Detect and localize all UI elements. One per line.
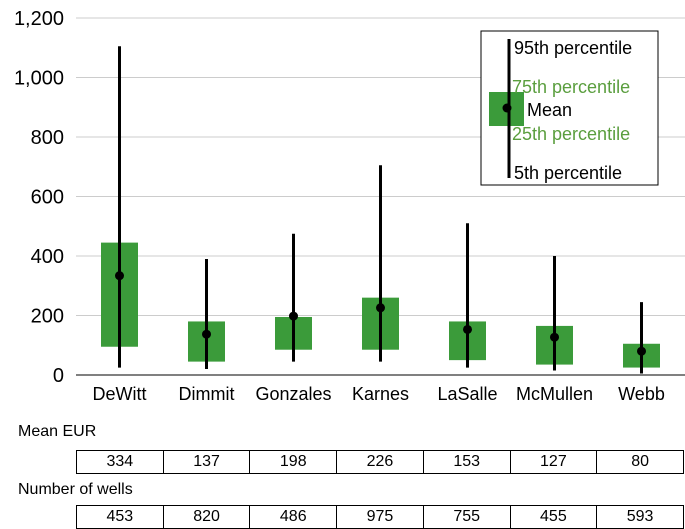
legend-p25-label: 25th percentile bbox=[512, 124, 630, 144]
table-cell: 127 bbox=[509, 450, 598, 474]
table-cell: 755 bbox=[422, 505, 511, 529]
y-tick-label: 800 bbox=[31, 127, 64, 149]
legend-p95-label: 95th percentile bbox=[514, 38, 632, 58]
y-tick-label: 200 bbox=[31, 306, 64, 328]
x-category-label: DeWitt bbox=[93, 384, 147, 404]
x-category-label: LaSalle bbox=[437, 384, 497, 404]
y-tick-label: 1,000 bbox=[14, 68, 64, 90]
legend: 95th percentile 75th percentile Mean 25t… bbox=[480, 30, 659, 186]
boxes bbox=[101, 46, 660, 374]
table-cell: 455 bbox=[509, 505, 598, 529]
table-cell: 975 bbox=[336, 505, 424, 529]
mean-point-mcmullen bbox=[550, 332, 559, 342]
x-category-label: Gonzales bbox=[255, 384, 331, 404]
table-cell: 593 bbox=[596, 505, 684, 529]
x-category-label: Dimmit bbox=[179, 384, 235, 404]
mean-point-webb bbox=[637, 346, 646, 356]
mean-point-gonzales bbox=[289, 311, 298, 321]
legend-mean-dot bbox=[502, 103, 512, 113]
table-cell: 226 bbox=[336, 450, 424, 474]
x-category-label: Karnes bbox=[352, 384, 409, 404]
table-cell: 137 bbox=[162, 450, 251, 474]
table-cell: 486 bbox=[249, 505, 338, 529]
x-axis-labels: DeWitt Dimmit Gonzales Karnes LaSalle McMulle… bbox=[93, 384, 665, 404]
mean-eur-title: Mean EUR bbox=[18, 423, 97, 440]
mean-point-karnes bbox=[376, 303, 385, 313]
y-tick-label: 400 bbox=[31, 246, 64, 268]
x-category-label: McMullen bbox=[516, 384, 593, 404]
mean-point-dewitt bbox=[115, 271, 124, 281]
box-plot-chart: 0 200 400 600 800 1,000 1,200 DeWitt Dimmit Gonz… bbox=[14, 8, 685, 404]
table-cell: 153 bbox=[422, 450, 511, 474]
y-tick-label: 0 bbox=[53, 365, 64, 387]
legend-p75-label: 75th percentile bbox=[512, 77, 630, 97]
number-of-wells-table: 453 820 486 975 755 455 593 bbox=[76, 505, 684, 529]
table-cell: 198 bbox=[249, 450, 338, 474]
mean-point-dimmit bbox=[202, 329, 211, 339]
x-category-label: Webb bbox=[618, 384, 665, 404]
table-cell: 334 bbox=[76, 450, 164, 474]
table-cell: 820 bbox=[162, 505, 251, 529]
y-tick-label: 1,200 bbox=[14, 8, 64, 30]
legend-p5-label: 5th percentile bbox=[514, 163, 622, 183]
legend-mean-label: Mean bbox=[527, 100, 572, 120]
table-row: 453 820 486 975 755 455 593 bbox=[76, 505, 684, 529]
table-cell: 80 bbox=[596, 450, 684, 474]
table-row: 334 137 198 226 153 127 80 bbox=[76, 450, 684, 474]
y-axis-ticks: 0 200 400 600 800 1,000 1,200 bbox=[14, 8, 64, 387]
table-cell: 453 bbox=[76, 505, 164, 529]
mean-point-lasalle bbox=[463, 324, 472, 334]
y-tick-label: 600 bbox=[31, 187, 64, 209]
mean-eur-table: 334 137 198 226 153 127 80 bbox=[76, 450, 684, 474]
number-of-wells-title: Number of wells bbox=[18, 481, 133, 498]
